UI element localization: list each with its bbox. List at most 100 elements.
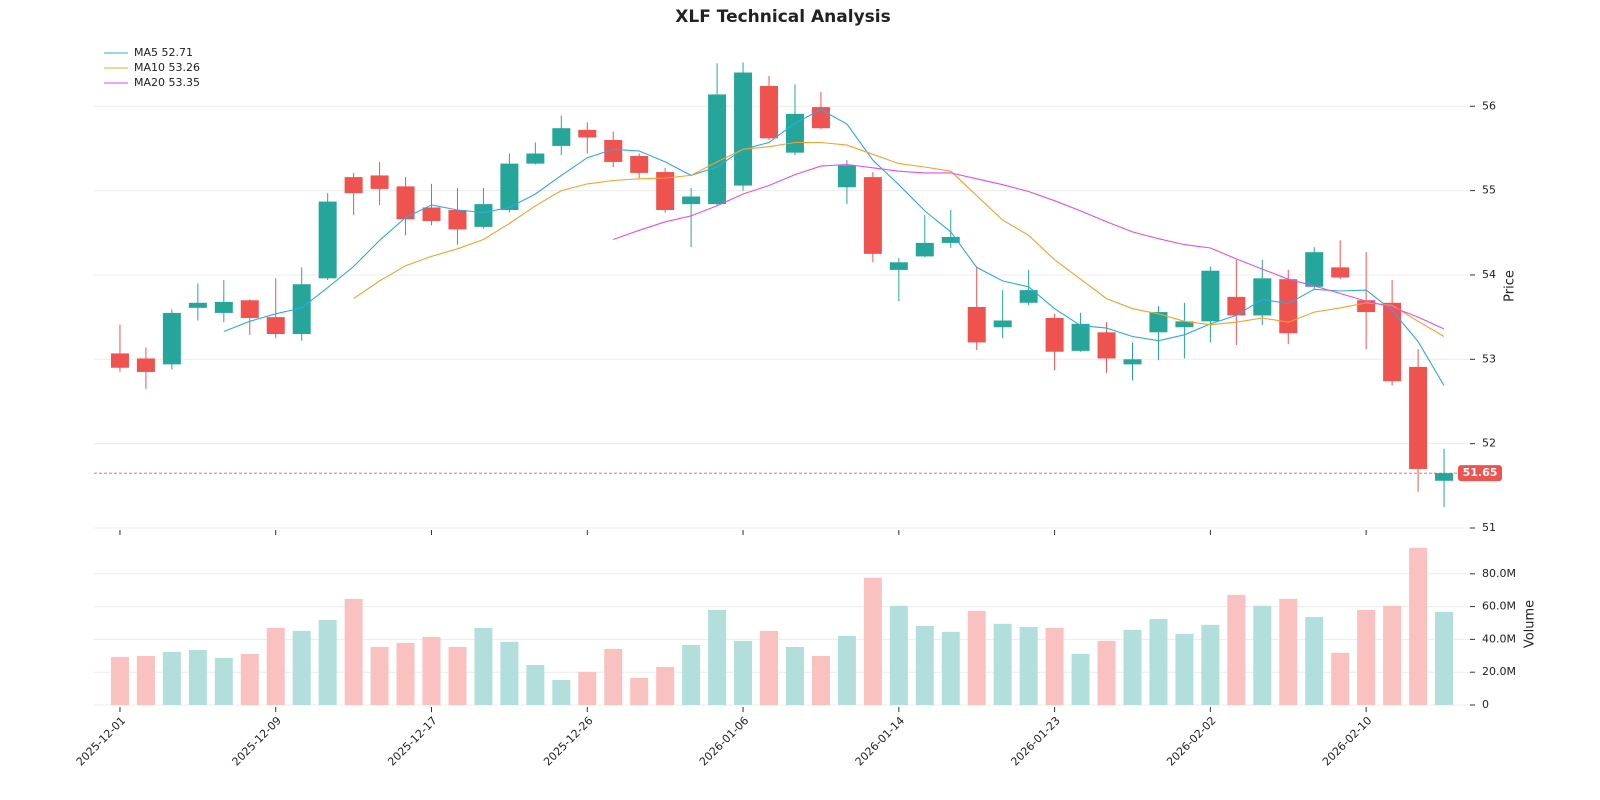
candle-body <box>1045 317 1064 352</box>
candle-body <box>552 128 571 146</box>
volume-bar <box>448 646 467 705</box>
x-tick-label: 2025-12-09 <box>230 714 284 768</box>
x-tick-label: 2026-02-02 <box>1164 714 1218 768</box>
volume-bar <box>863 577 882 705</box>
volume-bar <box>1019 626 1038 705</box>
volume-bar <box>1045 627 1064 705</box>
candle-body <box>214 301 233 313</box>
last-price-label: 51.65 <box>1463 466 1498 479</box>
candle-body <box>1305 252 1324 287</box>
volume-bar <box>1097 640 1116 705</box>
volume-bar <box>1435 611 1454 705</box>
x-tick-label: 2025-12-17 <box>385 714 439 768</box>
volume-bar <box>1383 605 1402 705</box>
volume-bar <box>136 655 155 705</box>
candle-body <box>1253 278 1272 316</box>
volume-bar <box>889 605 908 705</box>
volume-bar <box>110 656 129 705</box>
candle-body <box>941 237 960 243</box>
legend-label: MA5 52.71 <box>134 46 193 59</box>
y-tick-label: 52 <box>1482 437 1496 450</box>
volume-bar <box>1409 547 1428 705</box>
volume-bar <box>266 627 285 705</box>
candle-body <box>604 140 623 162</box>
volume-bar <box>500 641 519 705</box>
candle-body <box>578 129 597 138</box>
volume-bar <box>682 644 701 705</box>
candle-body <box>811 107 830 129</box>
volume-bar <box>1123 629 1142 705</box>
volume-bar <box>422 636 441 705</box>
y-tick-label: 80.0M <box>1482 567 1516 580</box>
volume-bar <box>837 635 856 705</box>
candle-body <box>1071 323 1090 351</box>
volume-bar <box>526 664 545 705</box>
candle-body <box>396 186 415 220</box>
volume-bar <box>760 630 779 705</box>
volume-bar <box>1279 598 1298 705</box>
x-tick-label: 2025-12-26 <box>541 714 595 768</box>
candle-body <box>318 201 337 279</box>
y-tick-label: 20.0M <box>1482 665 1516 678</box>
candle-body <box>1409 366 1428 469</box>
candle-body <box>630 156 649 173</box>
volume-bar <box>344 598 363 705</box>
volume-bar <box>292 630 311 705</box>
x-tick-label: 2026-01-23 <box>1008 714 1062 768</box>
ma-line <box>223 108 1445 386</box>
candle-body <box>1201 270 1220 322</box>
y-tick-label: 55 <box>1482 184 1496 197</box>
x-tick-label: 2026-01-14 <box>853 714 907 768</box>
volume-bar <box>1305 616 1324 705</box>
candle-body <box>1175 321 1194 328</box>
volume-bar <box>630 677 649 705</box>
volume-bar <box>396 642 415 705</box>
volume-axis-label: Volume <box>1523 600 1538 648</box>
candle-body <box>1123 359 1142 365</box>
y-tick-label: 56 <box>1482 99 1496 112</box>
x-tick-label: 2026-02-10 <box>1320 714 1374 768</box>
volume-bar <box>785 646 804 705</box>
x-tick-label: 2026-01-06 <box>697 714 751 768</box>
volume-bar <box>656 666 675 705</box>
candle-body <box>1097 332 1116 359</box>
last-price-badge <box>1458 465 1502 482</box>
legend-label: MA10 53.26 <box>134 61 200 74</box>
volume-bar <box>1071 653 1090 705</box>
legend-label: MA20 53.35 <box>134 76 200 89</box>
candle-body <box>656 172 675 211</box>
candle-body <box>526 153 545 164</box>
y-tick-label: 54 <box>1482 268 1496 281</box>
ma-line <box>613 163 1445 330</box>
volume-bar <box>941 631 960 705</box>
y-axis-label: Price <box>1503 270 1518 302</box>
candle-body <box>967 307 986 343</box>
x-tick-label: 2025-12-01 <box>74 714 128 768</box>
candle-body <box>734 72 753 186</box>
candle-body <box>915 242 934 257</box>
volume-bar <box>915 625 934 705</box>
candle-body <box>1357 300 1376 313</box>
y-tick-label: 53 <box>1482 352 1496 365</box>
candle-body <box>993 320 1012 328</box>
y-tick-label: 0 <box>1482 698 1489 711</box>
volume-bar <box>214 657 233 705</box>
candle-body <box>863 177 882 254</box>
volume-bar <box>1201 624 1220 705</box>
volume-bar <box>1253 605 1272 705</box>
candle-body <box>370 175 389 189</box>
candle-body <box>240 300 259 318</box>
candle-body <box>1279 279 1298 334</box>
volume-bar <box>162 651 181 705</box>
candle-body <box>136 358 155 372</box>
volume-bar <box>474 627 493 705</box>
candle-body <box>837 165 856 188</box>
volume-bar <box>967 610 986 705</box>
volume-bar <box>188 649 207 705</box>
volume-bar <box>604 648 623 705</box>
candle-body <box>708 94 727 205</box>
volume-bar <box>240 653 259 705</box>
candle-body <box>188 302 207 308</box>
volume-bar <box>1175 633 1194 705</box>
